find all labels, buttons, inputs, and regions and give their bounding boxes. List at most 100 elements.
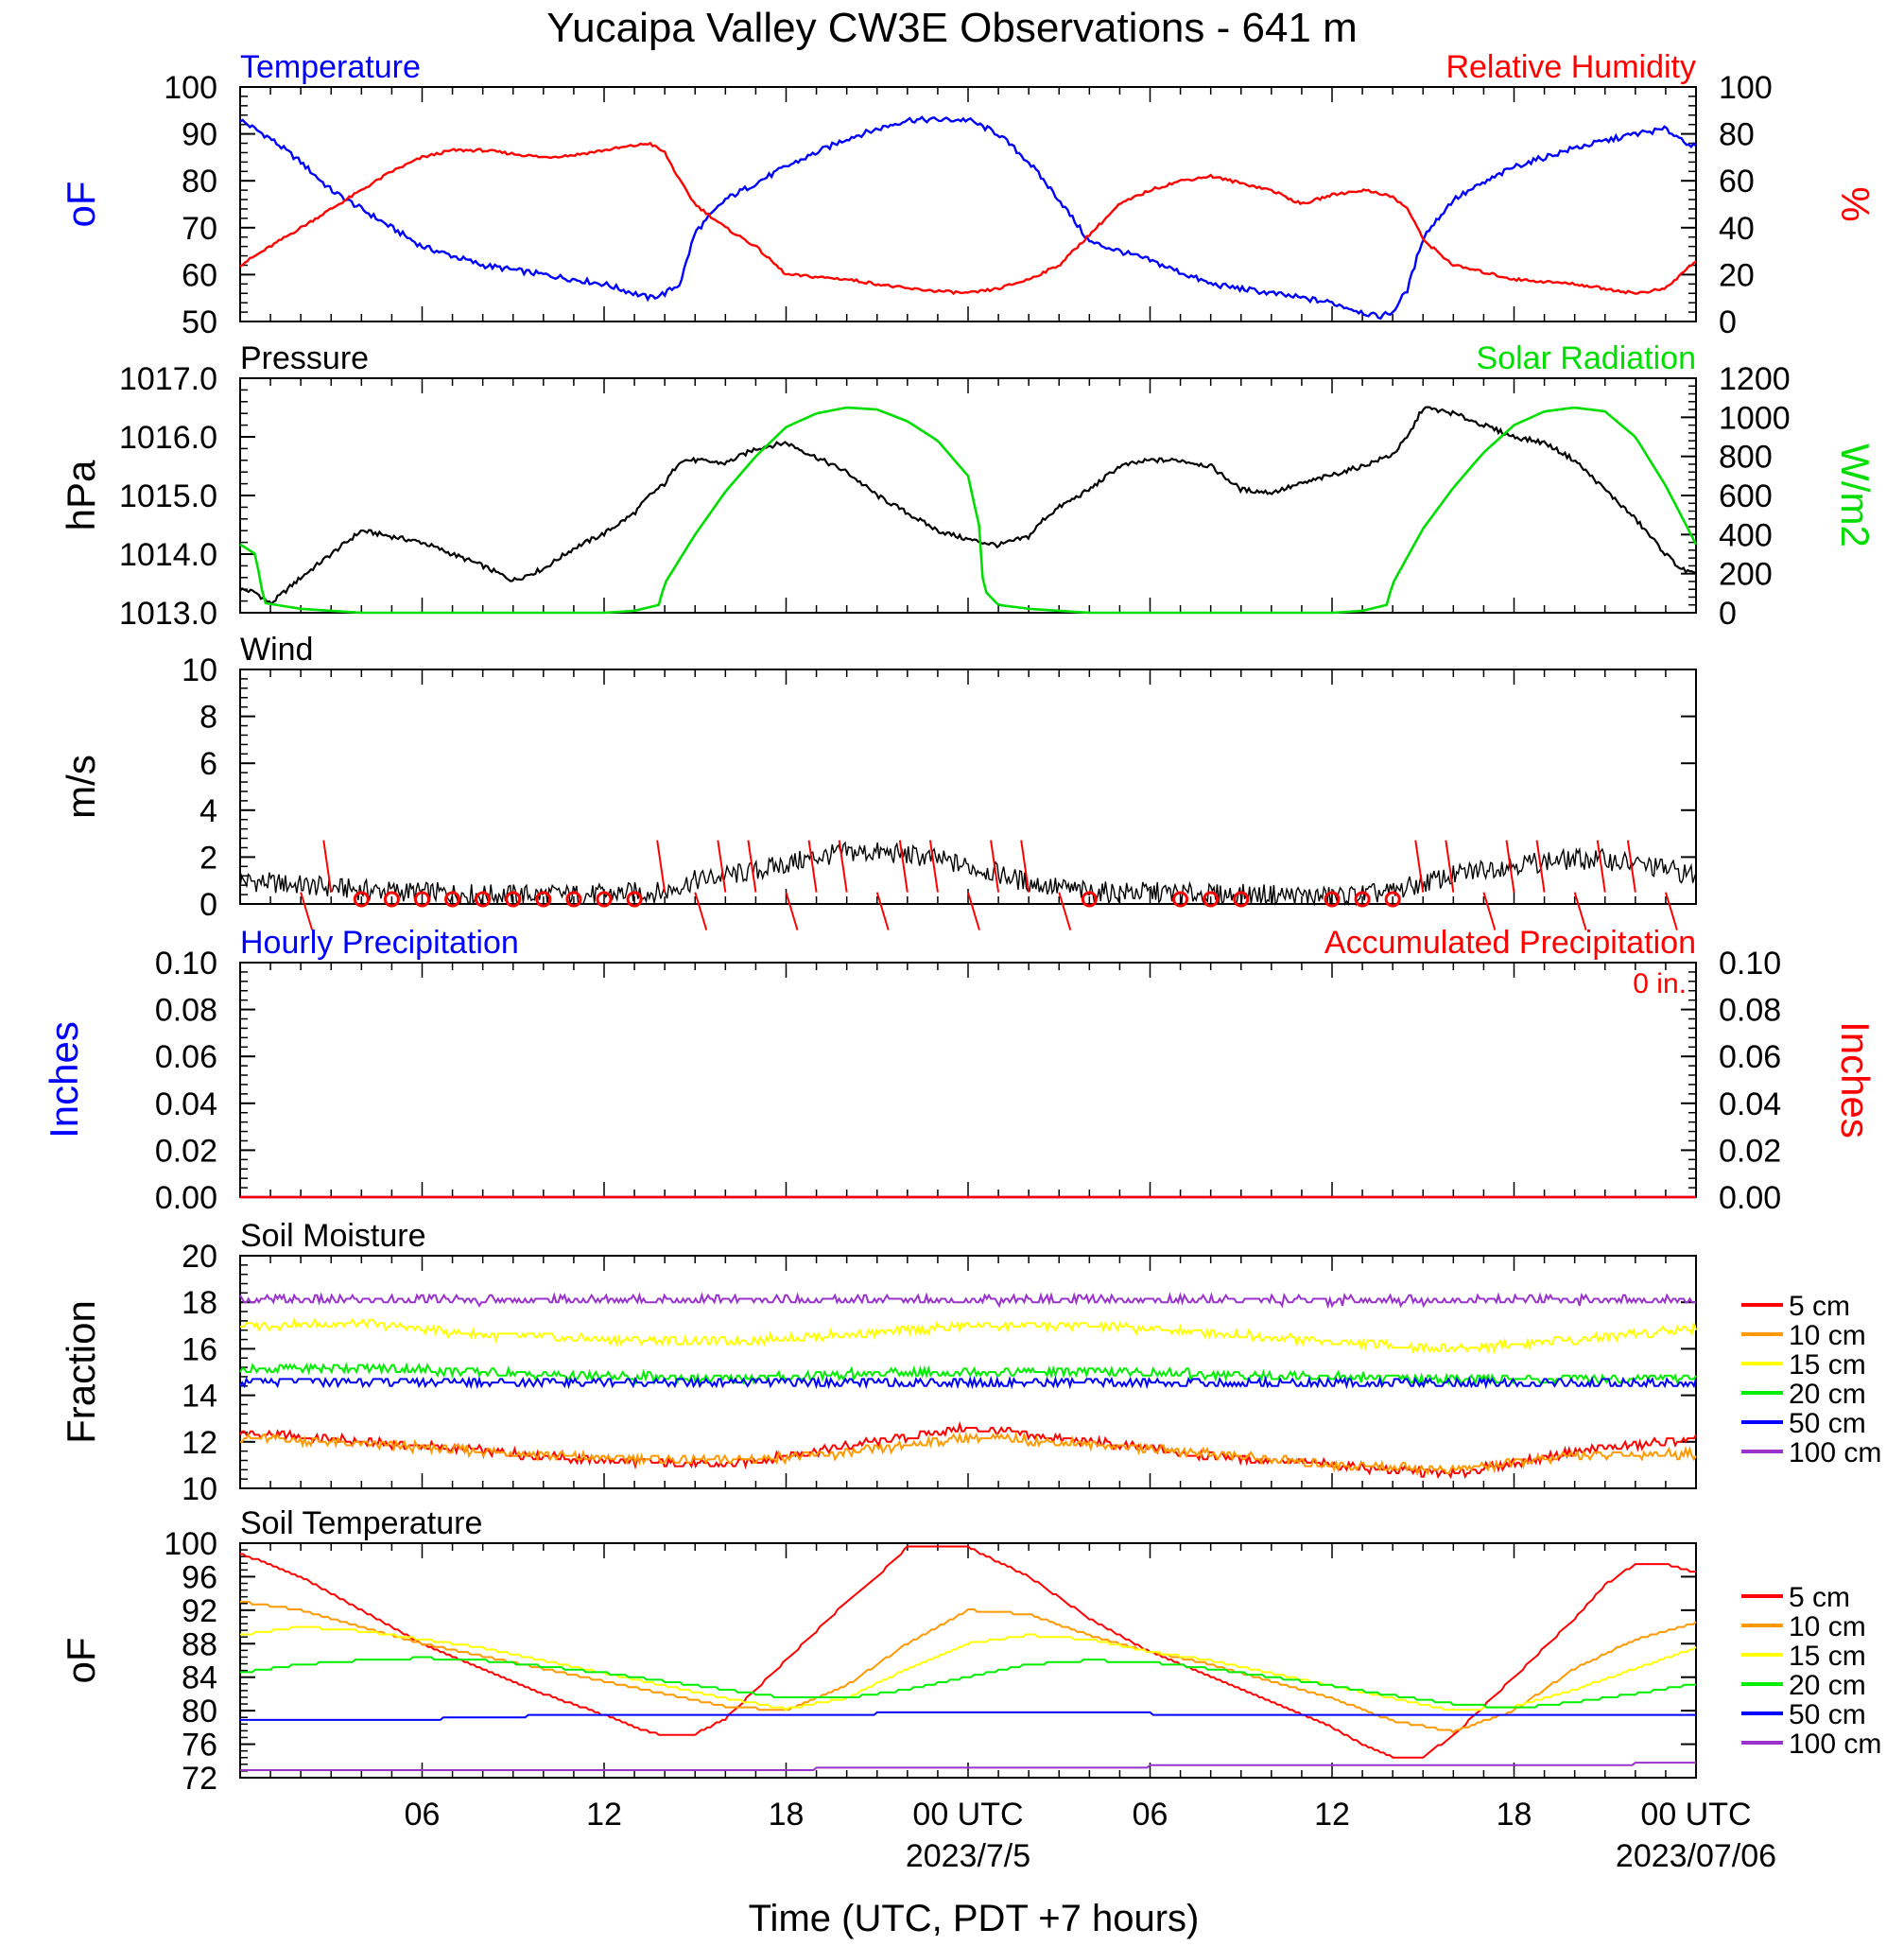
y-axis-label-left-3: Inches	[42, 1021, 86, 1138]
panel-title-left-1: Pressure	[240, 340, 369, 376]
tick-label-left-0-5: 100	[164, 70, 217, 106]
series-line-5-0	[240, 1545, 1696, 1759]
tick-label-right-3-2: 0.04	[1719, 1086, 1781, 1122]
wind-barb-22	[1596, 840, 1606, 893]
tick-label-right-0-3: 60	[1719, 164, 1755, 200]
accumulated-precip-value: 0 in.	[1633, 968, 1687, 999]
tick-label-left-5-4: 88	[182, 1626, 217, 1662]
tick-label-left-0-1: 60	[182, 257, 217, 293]
calm-wind-marker-10	[1081, 891, 1098, 908]
wind-barb-1	[322, 840, 333, 893]
plot-frame	[239, 962, 1697, 1198]
plot-frame	[239, 669, 1697, 905]
calm-wind-marker-5	[505, 891, 522, 908]
tick-label-right-3-5: 0.10	[1719, 946, 1781, 982]
tick-label-left-5-2: 80	[182, 1694, 217, 1729]
series-line-2-0	[239, 841, 1697, 907]
x-tick-label-5: 12	[1314, 1797, 1350, 1833]
y-axis-label-right-1: W/m2	[1833, 443, 1878, 547]
legend-label-4-0: 5 cm	[1789, 1291, 1850, 1322]
tick-label-left-5-6: 96	[182, 1559, 217, 1595]
y-axis-label-left-0: oF	[59, 181, 103, 227]
tick-label-right-1-6: 1200	[1719, 361, 1791, 397]
y-axis-label-left-4: Fraction	[59, 1300, 103, 1444]
tick-label-right-1-5: 1000	[1719, 400, 1791, 436]
tick-label-left-2-5: 10	[182, 652, 217, 688]
legend-label-4-2: 15 cm	[1789, 1349, 1866, 1381]
tick-label-right-0-2: 40	[1719, 211, 1755, 247]
tick-label-left-1-1: 1014.0	[119, 537, 217, 573]
series-line-4-3	[239, 1362, 1697, 1386]
tick-label-left-3-3: 0.06	[155, 1039, 217, 1075]
tick-label-left-1-2: 1015.0	[119, 478, 217, 514]
legend-label-5-3: 20 cm	[1789, 1670, 1866, 1701]
wind-barb-6	[785, 892, 799, 930]
wind-barb-14	[1020, 840, 1030, 893]
plot-frame	[239, 377, 1697, 614]
tick-label-left-5-3: 84	[182, 1660, 217, 1696]
wind-barb-18	[1482, 892, 1497, 930]
series-line-4-2	[240, 1316, 1697, 1355]
wind-barb-2	[656, 840, 666, 893]
tick-label-left-2-3: 6	[199, 746, 217, 782]
legend-label-5-1: 10 cm	[1789, 1611, 1866, 1642]
series-line-0-0	[239, 115, 1697, 321]
tick-label-left-3-1: 0.02	[155, 1133, 217, 1169]
tick-label-left-5-7: 100	[164, 1526, 217, 1562]
tick-label-left-1-4: 1017.0	[119, 361, 217, 397]
legend-label-5-5: 100 cm	[1789, 1729, 1881, 1760]
tick-label-left-2-4: 8	[199, 700, 217, 736]
tick-label-left-4-5: 20	[182, 1239, 217, 1275]
x-tick-date-3: 2023/7/5	[906, 1838, 1030, 1874]
calm-wind-marker-3	[444, 891, 461, 908]
tick-label-right-3-4: 0.08	[1719, 993, 1781, 1029]
plot-frame	[239, 86, 1697, 322]
panel-temperature_humidity: 50 60 70 80 90 100 0 20 40 60 80 100 Temperature Rela…	[59, 49, 1878, 340]
tick-label-left-5-0: 72	[182, 1761, 217, 1797]
figure-title: Yucaipa Valley CW3E Observations - 641 m	[546, 5, 1358, 51]
wind-barb-11	[928, 840, 939, 893]
series-line-4-5	[239, 1292, 1696, 1310]
tick-label-left-3-5: 0.10	[155, 946, 217, 982]
tick-label-left-0-3: 80	[182, 164, 217, 200]
wind-barb-9	[875, 892, 890, 930]
calm-wind-marker-8	[596, 891, 613, 908]
tick-label-left-3-0: 0.00	[155, 1180, 217, 1216]
calm-wind-marker-13	[1233, 891, 1250, 908]
legend-label-4-3: 20 cm	[1789, 1379, 1866, 1410]
tick-label-right-0-4: 80	[1719, 117, 1755, 153]
wind-barb-13	[990, 840, 1000, 893]
x-tick-label-2: 18	[769, 1797, 805, 1833]
calm-wind-marker-0	[353, 891, 370, 908]
legend-label-4-5: 100 cm	[1789, 1437, 1881, 1468]
wind-barb-8	[838, 840, 848, 893]
wind-barb-24	[1664, 892, 1678, 930]
tick-label-right-1-0: 0	[1719, 596, 1737, 632]
tick-label-left-4-4: 18	[182, 1285, 217, 1321]
tick-label-left-2-0: 0	[199, 887, 217, 923]
wind-barb-15	[1058, 892, 1072, 930]
legend-label-5-0: 5 cm	[1789, 1582, 1850, 1613]
calm-wind-marker-9	[626, 891, 643, 908]
y-axis-label-left-1: hPa	[59, 460, 103, 530]
panel-wind: 0 2 4 6 8 10 Wind m/s	[59, 632, 1697, 930]
panel-title-left-3: Hourly Precipitation	[240, 925, 519, 961]
calm-wind-marker-15	[1354, 891, 1371, 908]
tick-label-left-0-4: 90	[182, 117, 217, 153]
x-tick-label-6: 18	[1497, 1797, 1532, 1833]
wind-barb-21	[1573, 892, 1587, 930]
tick-label-left-1-3: 1016.0	[119, 420, 217, 456]
y-axis-label-left-2: m/s	[59, 755, 103, 819]
tick-label-right-0-5: 100	[1719, 70, 1773, 106]
calm-wind-marker-12	[1203, 891, 1220, 908]
tick-label-right-3-1: 0.02	[1719, 1133, 1781, 1169]
calm-wind-marker-7	[565, 891, 582, 908]
series-line-1-1	[239, 406, 1698, 615]
series-line-5-4	[240, 1711, 1696, 1721]
panel-title-left-5: Soil Temperature	[240, 1505, 482, 1541]
panel-title-right-0: Relative Humidity	[1445, 49, 1696, 85]
y-axis-label-right-3: Inches	[1833, 1021, 1878, 1138]
x-axis-label: Time (UTC, PDT +7 hours)	[749, 1898, 1200, 1939]
